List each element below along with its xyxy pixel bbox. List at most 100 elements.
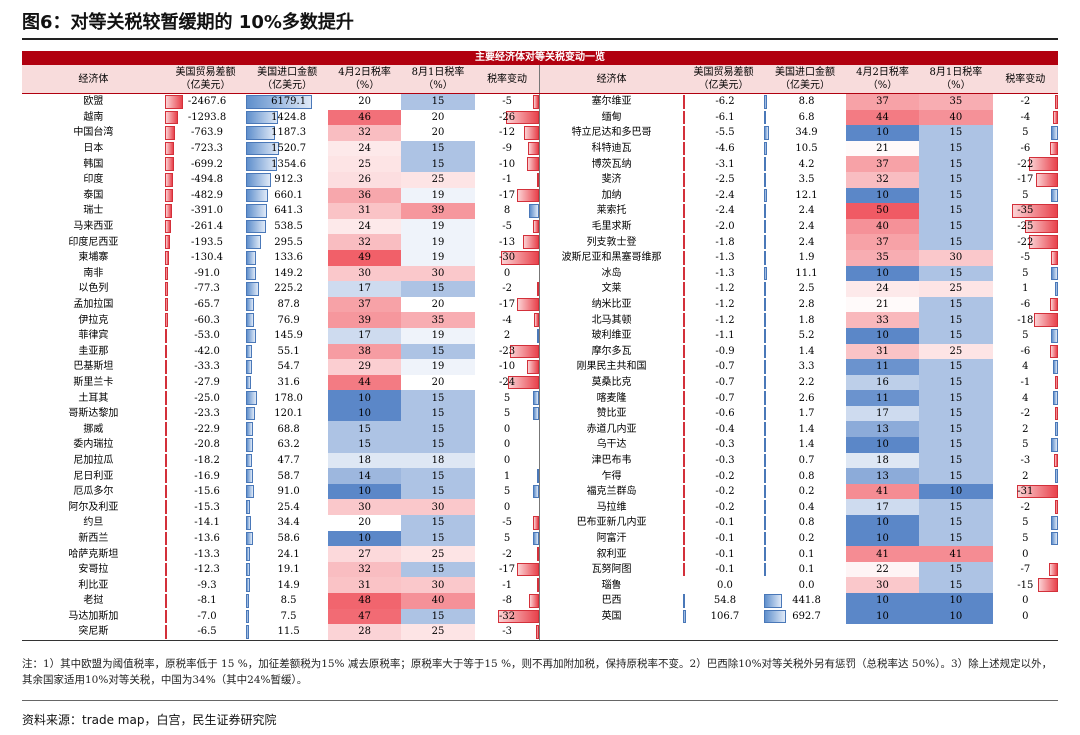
april-rate-cell: 10	[327, 530, 402, 547]
table-row: 马达加斯加 -7.0 7.5 47 15 -32 英国 106.7 692.7 10 10 0	[22, 608, 1058, 625]
trade-deficit-cell-value: -65.7	[194, 299, 220, 311]
change-bar	[1055, 375, 1058, 390]
country-name-value: 马达加斯加	[68, 610, 119, 622]
import-value-cell-value: 538.5	[274, 221, 303, 233]
august-rate-cell-value: 15	[431, 486, 445, 498]
august-rate-cell: 15	[919, 499, 993, 516]
august-rate-cell-value: 15	[949, 314, 963, 326]
trade-deficit-cell: -0.7	[682, 390, 765, 406]
import-value-cell-value: 1.7	[798, 408, 815, 420]
august-rate-cell-value: 15	[949, 501, 963, 513]
rate-change-cell: -3	[474, 624, 540, 641]
august-rate-cell: 18	[401, 452, 475, 469]
country-name: 中国台湾	[22, 125, 165, 141]
april-rate-cell-value: 41	[876, 548, 889, 560]
change-bar	[1048, 562, 1058, 577]
april-rate-cell: 15	[327, 421, 402, 438]
august-rate-cell: 20	[401, 296, 475, 313]
trade-deficit-cell: -1293.8	[164, 110, 247, 126]
country-name: 文莱	[539, 281, 683, 297]
rate-change-cell: -17	[993, 172, 1058, 188]
imports-bar	[246, 313, 254, 327]
trade-deficit-cell-value: -9.3	[197, 579, 217, 591]
august-rate-cell-value: 15	[949, 299, 963, 311]
import-value-cell-value: 1.4	[798, 423, 815, 435]
country-name-value: 斯里兰卡	[73, 376, 114, 388]
country-name-value: 玻利维亚	[591, 330, 632, 342]
trade-deficit-cell: -1.3	[682, 266, 765, 282]
rate-change-cell: -3	[993, 453, 1058, 469]
rate-change-cell: 0	[475, 437, 540, 453]
table-row: 中国台湾 -763.9 1187.3 32 20 -12 特立尼达和多巴哥 -5.5 34.9 1…	[22, 125, 1058, 141]
country-name-value: 约旦	[83, 517, 104, 529]
imports-bar	[764, 328, 767, 343]
trade-deficit-cell-value: -8.1	[197, 595, 217, 607]
import-value-cell: 10.5	[764, 141, 846, 157]
change-bar	[1055, 422, 1058, 437]
change-bar	[526, 157, 540, 171]
april-rate-cell: 13	[845, 468, 920, 484]
trade-deficit-cell: -25.0	[164, 390, 247, 406]
country-name-value: 瑞士	[83, 205, 104, 217]
april-rate-cell-value: 22	[876, 564, 889, 576]
april-rate-cell: 32	[327, 125, 402, 141]
country-name-value: 泰国	[83, 189, 104, 201]
header-aug-rate-right: 8月1日税率 （%）	[919, 65, 993, 94]
table-header-row: 经济体 美国贸易差额 （亿美元） 美国进口金额 （亿美元） 4月2日税率 （%） 8月…	[22, 65, 1058, 94]
country-name: 菲律宾	[22, 328, 165, 344]
trade-deficit-cell-value: -7.0	[197, 610, 217, 622]
country-name-value: 安哥拉	[78, 564, 109, 576]
deficit-bar	[682, 360, 685, 374]
april-rate-cell-value: 25	[358, 158, 371, 170]
april-rate-cell-value: 33	[876, 314, 889, 326]
rate-change-cell: -2	[475, 281, 540, 297]
august-rate-cell: 30	[401, 499, 475, 516]
rate-change-cell-value: -17	[499, 299, 516, 311]
trade-deficit-cell: -1.2	[682, 312, 765, 328]
august-rate-cell-value: 15	[431, 470, 445, 482]
import-value-cell: 25.4	[246, 499, 328, 515]
country-name-value: 挪威	[83, 423, 104, 435]
change-bar	[1017, 484, 1058, 499]
change-bar	[1051, 266, 1058, 281]
change-bar	[1052, 110, 1058, 125]
trade-deficit-cell-value: -261.4	[191, 221, 224, 233]
import-value-cell-value: 10.5	[795, 143, 818, 155]
deficit-bar	[164, 297, 168, 312]
imports-bar	[246, 578, 250, 592]
trade-deficit-cell: -2.4	[682, 188, 765, 204]
august-rate-cell-value: 15	[949, 330, 963, 342]
rate-change-cell: -5	[993, 250, 1058, 266]
change-bar	[526, 360, 540, 374]
august-rate-cell-value: 15	[949, 267, 963, 279]
rate-change-cell: -17	[475, 188, 540, 204]
table-row: 欧盟 -2467.6 6179.1 20 15 -5 塞尔维亚 -6.2 8.8 37 35 -2	[22, 93, 1058, 110]
rate-change-cell: 2	[475, 328, 540, 344]
country-name: 冰岛	[539, 265, 683, 282]
rate-change-cell-value: -2	[1020, 96, 1031, 108]
header-name-left: 经济体	[22, 65, 165, 94]
april-rate-cell: 10	[845, 265, 920, 282]
country-name: 津巴布韦	[539, 452, 683, 469]
april-rate-cell: 47	[327, 608, 402, 625]
april-rate-cell: 32	[845, 171, 920, 188]
rate-change-cell: -5	[475, 94, 540, 110]
change-bar	[1050, 297, 1058, 312]
april-rate-cell: 30	[327, 499, 402, 516]
import-value-cell-value: 178.0	[274, 392, 303, 404]
bottom-divider	[22, 700, 1058, 701]
deficit-bar	[164, 484, 167, 499]
import-value-cell-value: 31.6	[277, 376, 300, 388]
august-rate-cell-value: 15	[949, 454, 963, 466]
rate-change-cell: -2	[993, 406, 1058, 422]
trade-deficit-cell-value: -391.0	[191, 205, 224, 217]
april-rate-cell-value: 29	[358, 361, 371, 373]
deficit-bar	[682, 313, 685, 327]
april-rate-cell: 38	[327, 343, 402, 360]
deficit-bar	[164, 235, 170, 249]
april-rate-cell-value: 20	[358, 517, 371, 529]
deficit-bar	[682, 141, 685, 156]
change-bar	[529, 204, 540, 218]
table-row: 日本 -723.3 1520.7 24 15 -9 科特迪瓦 -4.6 10.5 21 15 -6	[22, 140, 1058, 157]
import-value-cell-value: 8.8	[798, 96, 815, 108]
